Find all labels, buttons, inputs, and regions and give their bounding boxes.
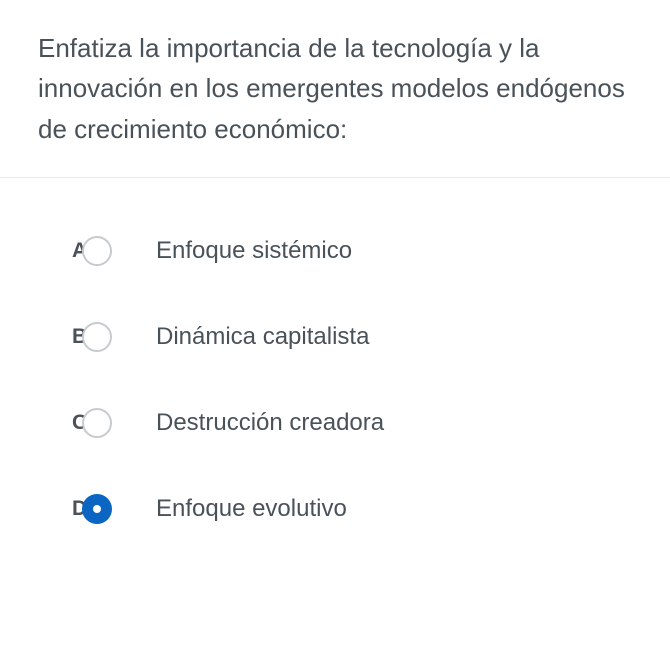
radio-dot-icon	[93, 505, 101, 513]
option-c[interactable]: C) Destrucción creadora	[0, 380, 670, 466]
option-d[interactable]: D) Enfoque evolutivo	[0, 466, 670, 552]
options-list: A) Enfoque sistémico B) Dinámica capital…	[0, 178, 670, 552]
option-c-label: Destrucción creadora	[156, 409, 384, 437]
radio-c[interactable]	[82, 408, 112, 438]
option-a-label: Enfoque sistémico	[156, 237, 352, 265]
option-c-letter: C)	[0, 411, 72, 435]
option-a-letter: A)	[0, 239, 72, 263]
radio-d[interactable]	[82, 494, 112, 524]
option-d-letter: D)	[0, 497, 72, 521]
option-b-letter: B)	[0, 325, 72, 349]
question-block: Enfatiza la importancia de la tecnología…	[0, 0, 670, 178]
option-a[interactable]: A) Enfoque sistémico	[0, 208, 670, 294]
question-text: Enfatiza la importancia de la tecnología…	[38, 28, 632, 149]
option-d-label: Enfoque evolutivo	[156, 495, 347, 523]
radio-a[interactable]	[82, 236, 112, 266]
radio-b[interactable]	[82, 322, 112, 352]
option-b[interactable]: B) Dinámica capitalista	[0, 294, 670, 380]
option-b-label: Dinámica capitalista	[156, 323, 369, 351]
